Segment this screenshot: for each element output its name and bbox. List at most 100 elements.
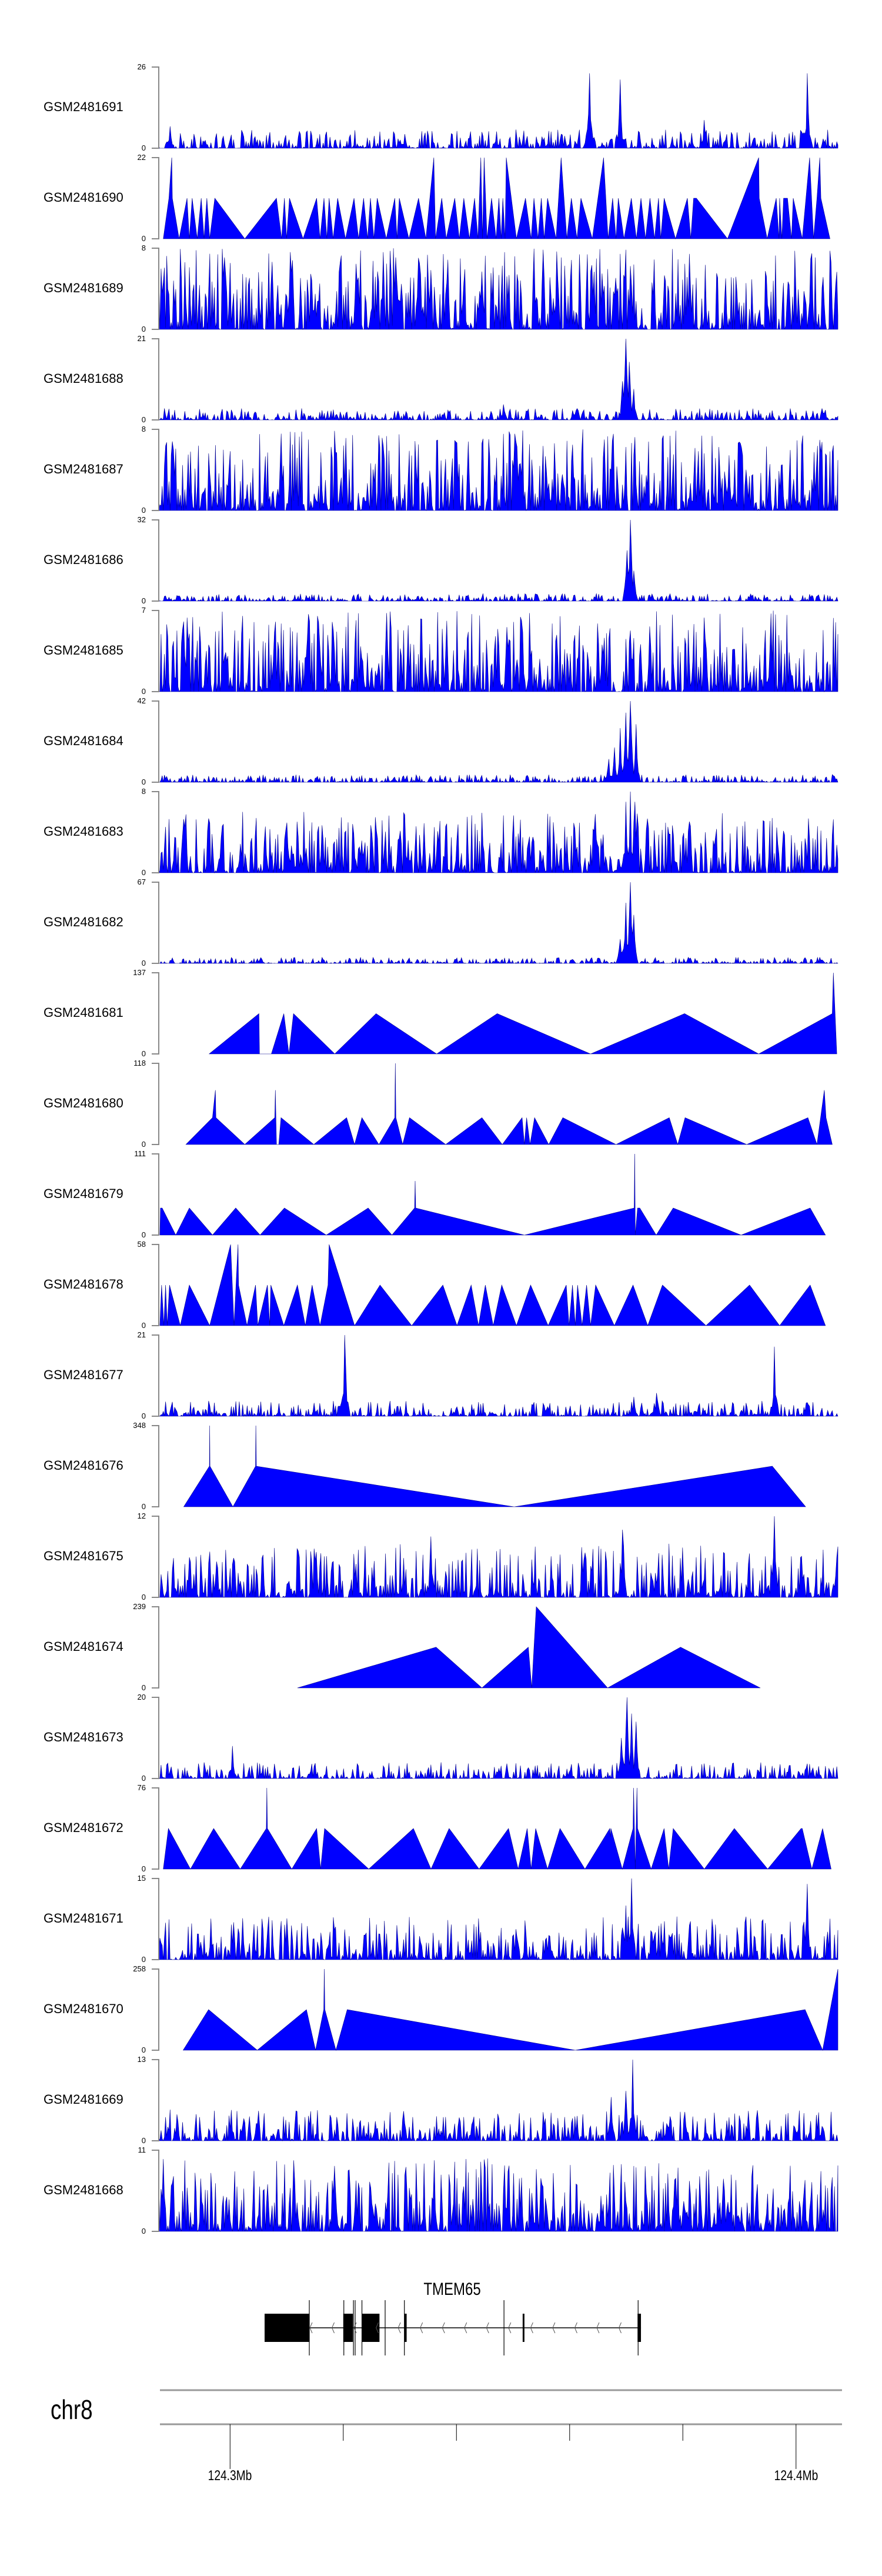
y-max-tick-label: 258 bbox=[133, 1964, 146, 1973]
track-plot bbox=[152, 248, 838, 331]
track-label: GSM2481679 bbox=[44, 1186, 123, 1201]
y-min-tick-label: 0 bbox=[141, 1683, 146, 1692]
y-max-tick-label: 8 bbox=[141, 243, 146, 252]
y-min-tick-label: 0 bbox=[141, 234, 146, 243]
signal-area bbox=[185, 1063, 833, 1146]
track-GSM2481669: GSM2481669 13 0 bbox=[0, 2056, 882, 2150]
gene-and-axis-panel bbox=[160, 2300, 842, 2469]
track-label: GSM2481687 bbox=[44, 462, 123, 476]
track-GSM2481668: GSM2481668 11 0 bbox=[0, 2146, 882, 2241]
track-plot bbox=[152, 1697, 838, 1780]
track-GSM2481686: GSM2481686 32 0 bbox=[0, 516, 882, 610]
y-axis bbox=[152, 882, 159, 964]
y-axis bbox=[152, 791, 159, 873]
track-GSM2481687: GSM2481687 8 0 bbox=[0, 425, 882, 520]
y-min-tick-label: 0 bbox=[141, 415, 146, 424]
y-min-tick-label: 0 bbox=[141, 2227, 146, 2235]
track-plot bbox=[152, 882, 838, 965]
track-GSM2481670: GSM2481670 258 0 bbox=[0, 1965, 882, 2060]
track-plot bbox=[152, 791, 838, 874]
track-GSM2481673: GSM2481673 20 0 bbox=[0, 1693, 882, 1788]
track-label: GSM2481683 bbox=[44, 824, 123, 839]
track-plot bbox=[152, 1878, 838, 1961]
signal-area bbox=[159, 1516, 838, 1599]
track-GSM2481671: GSM2481671 15 0 bbox=[0, 1874, 882, 1969]
y-min-tick-label: 0 bbox=[141, 687, 146, 696]
strand-chevron-icon bbox=[618, 2322, 622, 2334]
strand-chevron-icon bbox=[486, 2322, 489, 2334]
track-label: GSM2481673 bbox=[44, 1730, 123, 1744]
track-plot bbox=[152, 429, 838, 512]
signal-area bbox=[208, 972, 837, 1055]
y-min-tick-label: 0 bbox=[141, 959, 146, 967]
track-label: GSM2481672 bbox=[44, 1820, 123, 1835]
y-min-tick-label: 0 bbox=[141, 1955, 146, 1964]
strand-chevron-icon bbox=[309, 2322, 313, 2334]
track-GSM2481683: GSM2481683 8 0 bbox=[0, 788, 882, 882]
y-max-tick-label: 137 bbox=[133, 968, 146, 977]
chromosome-label: chr8 bbox=[51, 2394, 93, 2425]
track-label: GSM2481675 bbox=[44, 1549, 123, 1563]
y-axis bbox=[152, 1516, 159, 1598]
track-label: GSM2481669 bbox=[44, 2092, 123, 2107]
y-max-tick-label: 13 bbox=[137, 2055, 146, 2064]
exon-block bbox=[343, 2314, 353, 2342]
y-max-tick-label: 111 bbox=[134, 1149, 146, 1158]
track-plot bbox=[152, 700, 838, 783]
y-axis bbox=[152, 429, 159, 511]
y-axis bbox=[152, 1606, 159, 1689]
y-axis bbox=[152, 700, 159, 783]
signal-area bbox=[158, 1334, 838, 1417]
signal-area bbox=[158, 519, 838, 602]
gene-label: TMEM65 bbox=[423, 2280, 481, 2299]
y-min-tick-label: 0 bbox=[141, 1593, 146, 1601]
y-max-tick-label: 42 bbox=[137, 696, 146, 705]
track-plot bbox=[152, 2059, 838, 2142]
axis-tick-label: 124.4Mb bbox=[774, 2468, 818, 2484]
signal-area bbox=[182, 1968, 838, 2051]
track-plot bbox=[152, 1516, 838, 1599]
signal-area bbox=[158, 610, 838, 693]
y-min-tick-label: 0 bbox=[141, 596, 146, 605]
track-label: GSM2481684 bbox=[44, 733, 123, 748]
track-GSM2481690: GSM2481690 22 0 bbox=[0, 154, 882, 248]
y-max-tick-label: 8 bbox=[141, 787, 146, 796]
strand-chevron-icon bbox=[353, 2322, 357, 2334]
y-min-tick-label: 0 bbox=[141, 1774, 146, 1783]
y-min-tick-label: 0 bbox=[141, 506, 146, 515]
strand-chevron-icon bbox=[464, 2322, 467, 2334]
strand-chevron-icon bbox=[420, 2322, 423, 2334]
y-max-tick-label: 20 bbox=[137, 1693, 146, 1701]
track-label: GSM2481686 bbox=[44, 552, 123, 567]
y-min-tick-label: 0 bbox=[141, 1864, 146, 1873]
track-GSM2481684: GSM2481684 42 0 bbox=[0, 697, 882, 792]
y-max-tick-label: 348 bbox=[133, 1421, 146, 1430]
exon-block bbox=[637, 2314, 642, 2342]
y-axis bbox=[152, 248, 159, 330]
y-max-tick-label: 12 bbox=[137, 1511, 146, 1520]
y-min-tick-label: 0 bbox=[141, 1049, 146, 1058]
track-label: GSM2481668 bbox=[44, 2183, 123, 2197]
y-max-tick-label: 67 bbox=[137, 877, 146, 886]
track-label: GSM2481685 bbox=[44, 643, 123, 658]
signal-area bbox=[158, 882, 838, 965]
axis-tick-label: 124.3Mb bbox=[208, 2468, 252, 2484]
y-axis bbox=[152, 610, 159, 692]
track-GSM2481675: GSM2481675 12 0 bbox=[0, 1512, 882, 1607]
signal-area bbox=[158, 1697, 838, 1780]
track-label: GSM2481674 bbox=[44, 1639, 123, 1654]
y-axis bbox=[152, 1425, 159, 1507]
y-max-tick-label: 239 bbox=[133, 1602, 146, 1611]
y-axis bbox=[152, 1968, 159, 2051]
y-axis bbox=[152, 1697, 159, 1779]
y-min-tick-label: 0 bbox=[141, 2046, 146, 2054]
strand-chevron-icon bbox=[574, 2322, 577, 2334]
y-axis bbox=[152, 519, 159, 602]
track-label: GSM2481678 bbox=[44, 1277, 123, 1292]
track-GSM2481682: GSM2481682 67 0 bbox=[0, 878, 882, 973]
y-min-tick-label: 0 bbox=[141, 1140, 146, 1149]
track-plot bbox=[152, 1787, 831, 1870]
track-label: GSM2481688 bbox=[44, 371, 123, 386]
track-plot bbox=[152, 66, 838, 149]
signal-area bbox=[158, 248, 838, 331]
